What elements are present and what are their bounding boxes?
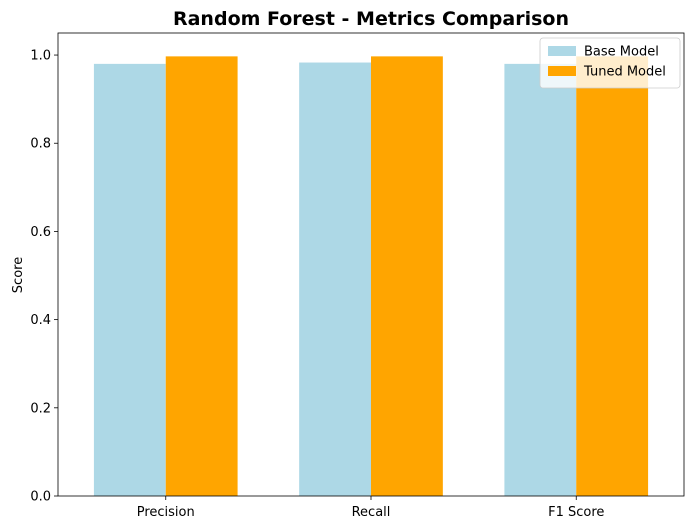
bar-tuned-recall <box>371 56 443 497</box>
chart-title: Random Forest - Metrics Comparison <box>173 8 569 30</box>
y-tick-label: 1.0 <box>30 49 51 64</box>
x-tick-label: Precision <box>137 505 195 520</box>
bar-tuned-precision <box>165 56 238 497</box>
bar-tuned-f1-score <box>576 56 649 497</box>
legend-label: Base Model <box>584 45 659 60</box>
legend: Base Model Tuned Model <box>539 37 681 89</box>
y-tick-label: 0.2 <box>30 401 51 416</box>
y-tick-label: 0.6 <box>30 225 51 240</box>
y-tick-label: 0.0 <box>30 490 51 505</box>
y-tick-label: 0.4 <box>30 313 51 328</box>
bar-base-precision <box>93 63 166 497</box>
bars-group <box>93 56 649 497</box>
y-axis-label: Score <box>11 257 26 293</box>
axes-group: 0.0 0.2 0.4 0.6 0.8 1.0 Precision Recall F1 Scor… <box>30 32 685 520</box>
bar-base-f1-score <box>504 63 577 497</box>
legend-label: Tuned Model <box>583 65 666 80</box>
bar-base-recall <box>299 62 371 496</box>
y-tick-label: 0.8 <box>30 137 51 152</box>
legend-swatch <box>548 46 576 56</box>
x-tick-label: Recall <box>352 505 391 520</box>
x-tick-label: F1 Score <box>548 505 604 520</box>
legend-swatch <box>548 66 576 76</box>
